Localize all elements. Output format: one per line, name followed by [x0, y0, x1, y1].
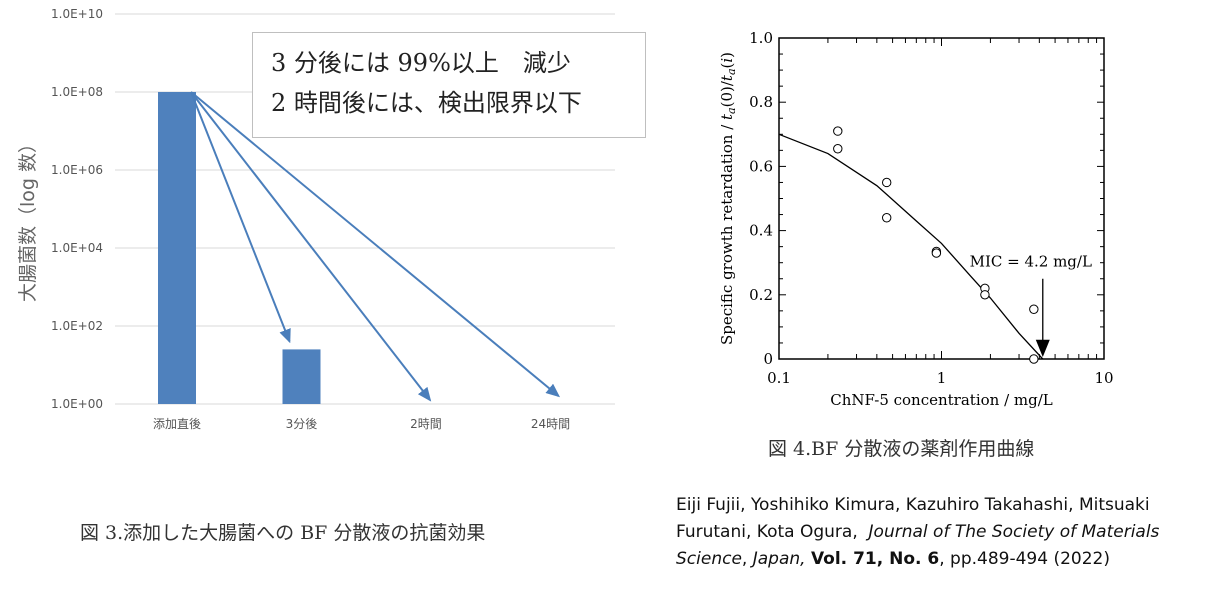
scatter-y-tick-label: 0.8 [749, 93, 773, 111]
bar-y-tick-label: 1.0E+06 [51, 163, 103, 177]
decrease-arrow [190, 91, 561, 398]
bar-x-tick-label: 3分後 [286, 417, 318, 431]
annotation-line-1: 3 分後には 99%以上 減少 [271, 49, 571, 77]
bar-x-tick-label: 24時間 [531, 417, 570, 431]
citation-comma: , [741, 549, 748, 569]
data-point [833, 126, 843, 136]
decrease-arrow [190, 91, 432, 402]
annotation-line-2: 2 時間後には、検出限界以下 [271, 89, 582, 117]
figure-3-caption: 図 3.添加した大腸菌への BF 分散液の抗菌効果 [80, 522, 486, 544]
bar-chart-annotation: 3 分後には 99%以上 減少 2 時間後には、検出限界以下 [252, 32, 646, 138]
bar-chart-y-axis-label: 大腸菌数（log 数） [17, 134, 39, 302]
e-coli-bar-chart: 1.0E+00 1.0E+02 1.0E+04 1.0E+06 1.0E+08 1.0E+… [17, 7, 615, 431]
ylabel-part: a [725, 68, 738, 75]
ylabel-part: t [718, 74, 736, 81]
ylabel-part: (0)/ [718, 80, 736, 107]
ylabel-part: Specific growth retardation / [718, 120, 736, 345]
scatter-y-tick-label: 0.4 [749, 222, 773, 240]
bar-y-tick-label: 1.0E+08 [51, 85, 103, 99]
ylabel-part: i [718, 58, 736, 63]
scatter-x-axis-label: ChNF-5 concentration / mg/L [830, 391, 1053, 409]
scatter-y-tick-label: 1.0 [749, 29, 773, 47]
decrease-arrow [190, 91, 291, 344]
scatter-x-tick-labels: 0.1 1 10 [767, 369, 1113, 387]
citation-line-2: Furutani, Kota Ogura, Journal of The Soc… [676, 519, 1211, 546]
ylabel-part: a [725, 107, 738, 114]
bar-y-tick-label: 1.0E+10 [51, 7, 103, 21]
bar-x-tick-label: 添加直後 [153, 417, 201, 431]
ylabel-part: ) [718, 52, 736, 58]
scatter-plot-frame [778, 37, 1105, 360]
scatter-tick-marks [778, 37, 1105, 360]
scatter-x-tick-label: 0.1 [767, 369, 791, 387]
citation-journal-a: Journal of The Society of Materials [868, 522, 1160, 542]
citation: Eiji Fujii, Yoshihiko Kimura, Kazuhiro T… [676, 492, 1211, 573]
citation-journal-c: Japan, [752, 549, 806, 569]
data-point [1029, 304, 1039, 314]
citation-volume: Vol. 71, No. 6 [810, 549, 940, 569]
citation-journal-b: Science [676, 549, 742, 569]
bar-y-tick-label: 1.0E+04 [51, 241, 103, 255]
fit-curve [778, 133, 1044, 360]
scatter-y-tick-labels: 0 0.2 0.4 0.6 0.8 1.0 [749, 29, 773, 368]
ylabel-part: t [718, 113, 736, 120]
figure-4-caption: 図 4.BF 分散液の薬剤作用曲線 [768, 438, 1035, 460]
bar [158, 92, 196, 404]
mic-label: MIC = 4.2 mg/L [970, 253, 1092, 271]
scatter-points [833, 126, 1039, 364]
scatter-x-tick-label: 10 [1094, 369, 1113, 387]
scatter-y-tick-label: 0.2 [749, 286, 773, 304]
bar-y-tick-label: 1.0E+00 [51, 397, 103, 411]
data-point [931, 248, 942, 258]
bar-chart-arrows [190, 91, 561, 402]
bar-chart-bars [158, 92, 321, 404]
bar [282, 349, 321, 404]
dose-response-chart: 0 0.2 0.4 0.6 0.8 1.0 0.1 1 10 MIC = 4.2 mg/L C… [718, 29, 1114, 409]
scatter-x-tick-label: 1 [937, 369, 947, 387]
data-point [1029, 354, 1039, 364]
citation-line-3: Science, Japan, Vol. 71, No. 6, pp.489-4… [676, 546, 1211, 573]
bar-chart-y-ticks: 1.0E+00 1.0E+02 1.0E+04 1.0E+06 1.0E+08 1.0E+… [51, 7, 103, 411]
ylabel-part: ( [718, 63, 736, 69]
scatter-y-axis-label: Specific growth retardation / ta(0)/ta(i… [718, 52, 738, 345]
mic-arrow-head [1035, 339, 1050, 357]
data-point [833, 144, 843, 154]
scatter-y-tick-label: 0 [763, 350, 773, 368]
mic-annotation: MIC = 4.2 mg/L [970, 253, 1092, 357]
citation-line-1: Eiji Fujii, Yoshihiko Kimura, Kazuhiro T… [676, 492, 1211, 519]
bar-chart-x-ticks: 添加直後 3分後 2時間 24時間 [153, 417, 570, 431]
bar-x-tick-label: 2時間 [410, 417, 442, 431]
scatter-y-tick-label: 0.6 [749, 157, 773, 175]
citation-authors-2: Furutani, Kota Ogura, [676, 522, 858, 542]
bar-y-tick-label: 1.0E+02 [51, 319, 103, 333]
citation-authors-1: Eiji Fujii, Yoshihiko Kimura, Kazuhiro T… [676, 495, 1150, 515]
data-point [980, 290, 990, 300]
citation-pages: , pp.489-494 (2022) [939, 549, 1110, 569]
data-point [881, 177, 892, 188]
data-point [881, 213, 892, 223]
